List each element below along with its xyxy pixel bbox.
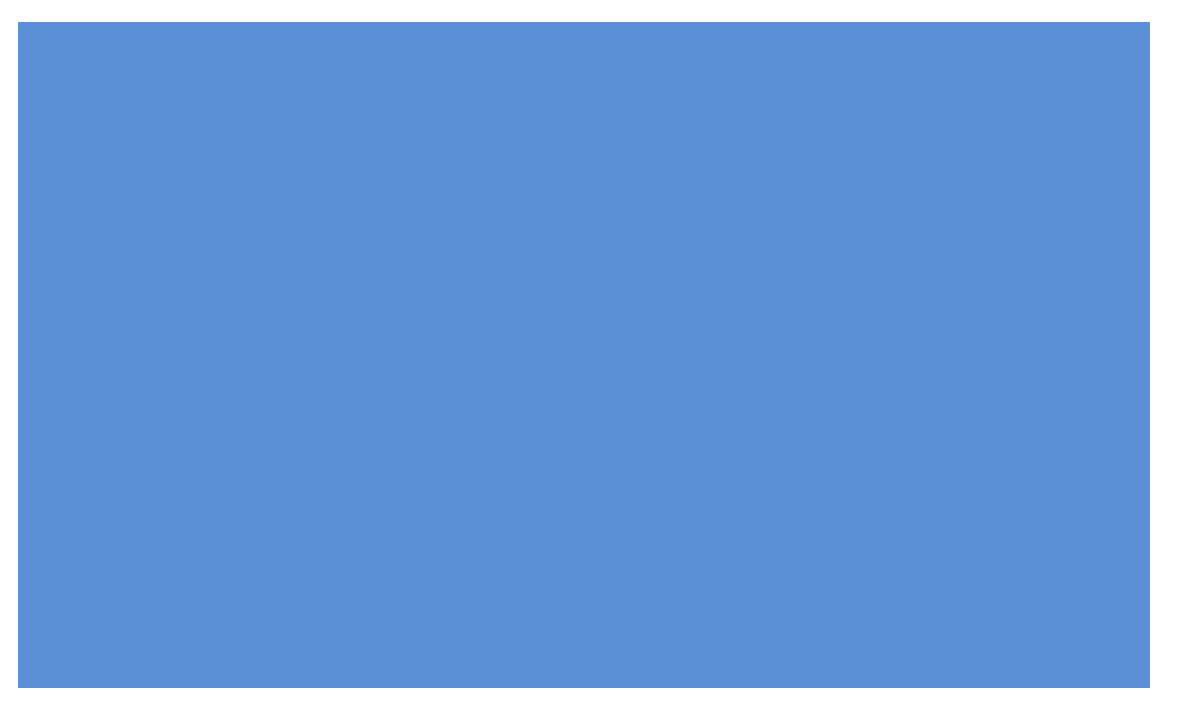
dashboard-frame (18, 22, 1150, 688)
